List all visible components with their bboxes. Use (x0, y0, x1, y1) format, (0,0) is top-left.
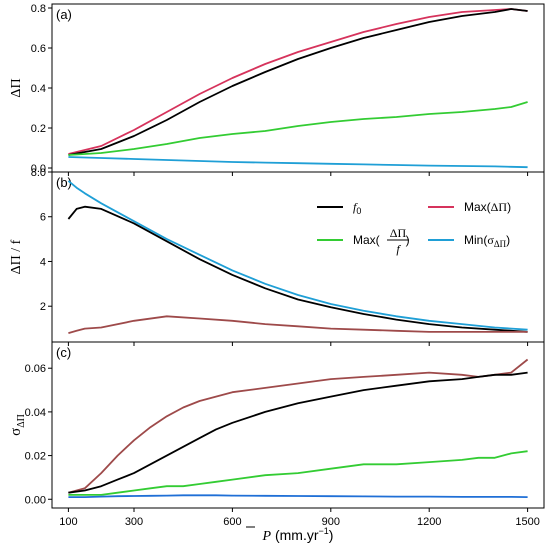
panel-label: (a) (56, 7, 72, 22)
series-line-min- (68, 494, 528, 499)
panel-label: (c) (56, 345, 71, 360)
x-tick-label: 1500 (515, 516, 539, 528)
series-line-max- (68, 8, 528, 155)
y-tick-label: 0.2 (31, 123, 46, 135)
x-tick-label: 300 (125, 516, 143, 528)
y-tick-label: 4 (40, 256, 46, 268)
legend-fraction-denominator: f (396, 242, 401, 256)
y-tick-label: 0.00 (25, 494, 46, 506)
series-line-max- (68, 315, 528, 334)
x-tick-label: 900 (322, 516, 340, 528)
y-tick-label: 0.4 (31, 83, 46, 95)
y-tick-label: 2 (40, 301, 46, 313)
y-tick-label: 6 (40, 212, 46, 224)
legend-fraction-numerator: ΔΠ (390, 226, 407, 240)
legend-label: Min(σΔΠ) (464, 233, 510, 249)
x-tick-label: 600 (223, 516, 241, 528)
panel-c: 0.00 0.02 0.04 0.06 100 300 600 900 1200 1500 (c) (25, 341, 545, 528)
series-line-max- (68, 358, 529, 494)
legend-label: Max(ΔΠ) (464, 200, 511, 214)
y-tick-label: 0.6 (31, 43, 46, 55)
y-tick-label: 0.8 (31, 3, 46, 15)
x-axis-title: P (mm.yr−1) (262, 526, 334, 544)
x-tick-label: 1200 (417, 516, 441, 528)
panel-a: 0.0 0.2 0.4 0.6 0.8 (a) (31, 3, 545, 176)
series-line-min- (68, 156, 528, 169)
x-tick-label: 100 (59, 516, 77, 528)
panel-frame (51, 341, 545, 509)
y-axis-title-b: ΔΠ / f (9, 239, 24, 274)
series-line-max-f- (68, 101, 528, 156)
series-line-f0 (68, 8, 528, 156)
series-line-max-f- (68, 450, 528, 496)
series-line-f0 (68, 371, 528, 494)
y-tick-label: 0.02 (25, 451, 46, 463)
legend-label: f0 (353, 200, 361, 216)
y-axis-title-a: ΔΠ (9, 78, 24, 97)
y-tick-label: 8.0 (31, 167, 46, 179)
y-tick-label: 0.06 (25, 363, 46, 375)
y-tick-label: 0.0 (31, 163, 46, 175)
panel-frame (51, 171, 545, 343)
y-axis-title-c: σΔΠ (8, 414, 27, 436)
series-line-min- (67, 180, 528, 331)
panel-b: 2 4 6 8.0 (b) (31, 167, 545, 346)
panel-frame (51, 3, 545, 173)
y-tick-label: 0.04 (25, 407, 46, 419)
panel-label: (b) (56, 175, 72, 190)
series-line-f0 (67, 205, 528, 333)
